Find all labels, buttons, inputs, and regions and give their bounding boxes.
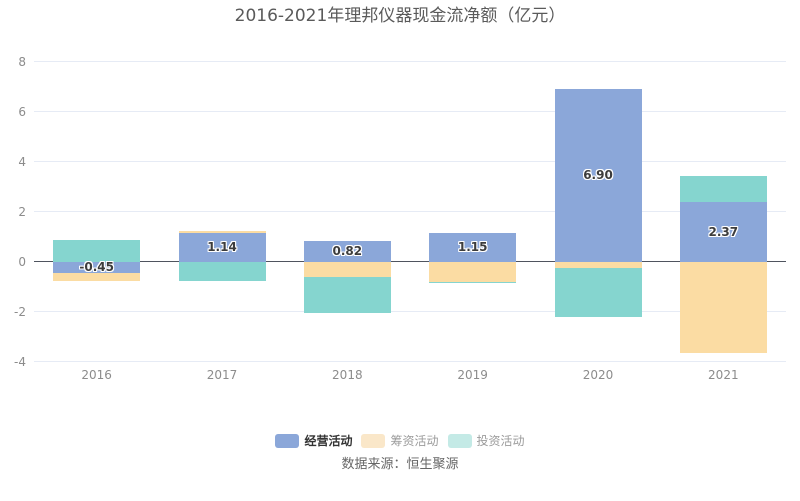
gridline-y-4	[34, 161, 786, 162]
bar-operating-2018[interactable]	[303, 241, 391, 262]
legend-swatch-financing	[361, 434, 386, 448]
gridline-y-8	[34, 61, 786, 62]
x-axis-label-2016: 2016	[81, 368, 112, 382]
bar-financing-2020[interactable]	[554, 261, 642, 268]
gridline-y--4	[34, 361, 786, 362]
bar-investing-2017[interactable]	[178, 261, 266, 281]
y-axis-tick-label-4: 4	[18, 154, 26, 169]
bar-operating-2021[interactable]	[679, 202, 767, 262]
gridline-y-6	[34, 111, 786, 112]
bar-financing-2019[interactable]	[429, 261, 517, 282]
legend-label-investing: 投资活动	[476, 434, 525, 448]
x-axis-label-2019: 2019	[457, 368, 488, 382]
legend-swatch-operating	[275, 434, 300, 448]
y-axis-tick-label--4: -4	[14, 354, 26, 369]
legend-item-operating[interactable]: 经营活动	[275, 434, 352, 448]
data-source-caption: 数据来源：恒生聚源	[341, 457, 459, 472]
legend-label-operating: 经营活动	[304, 434, 353, 448]
bar-investing-2016[interactable]	[53, 239, 141, 262]
legend-item-financing[interactable]: 筹资活动	[361, 434, 439, 448]
bar-investing-2019[interactable]	[429, 281, 517, 283]
gridline-y--2	[34, 311, 786, 312]
bar-operating-2017[interactable]	[178, 233, 266, 262]
x-axis-label-2020: 2020	[582, 368, 614, 382]
gridline-y-2	[34, 211, 786, 212]
y-axis-tick-label-0: 0	[18, 254, 26, 269]
bar-financing-2016[interactable]	[53, 272, 141, 281]
x-axis-label-2021: 2021	[708, 368, 739, 382]
bar-investing-2020[interactable]	[554, 268, 642, 317]
y-axis-tick-label--2: -2	[14, 304, 26, 319]
bar-investing-2021[interactable]	[679, 176, 767, 203]
bar-financing-2018[interactable]	[303, 261, 391, 277]
bar-investing-2018[interactable]	[303, 276, 391, 313]
x-axis-label-2017: 2017	[206, 368, 238, 382]
y-axis-tick-label-6: 6	[18, 104, 26, 119]
zero-axis-line	[34, 261, 786, 262]
legend-label-financing: 筹资活动	[390, 434, 439, 448]
x-axis-label-2018: 2018	[332, 368, 363, 382]
y-axis-tick-label-8: 8	[18, 54, 26, 69]
plot-area: 8 6 4 2 0 -2 -4 2016 -0.45 2017 1.14 2018 0.82 2019 1.…	[14, 54, 786, 382]
legend-swatch-investing	[447, 434, 472, 448]
bar-financing-2017[interactable]	[178, 231, 266, 233]
chart-title: 2016-2021年理邦仪器现金流净额（亿元）	[234, 6, 566, 26]
bar-operating-2020[interactable]	[554, 89, 642, 262]
bar-operating-2019[interactable]	[429, 232, 517, 262]
legend: 经营活动 筹资活动 投资活动	[0, 433, 800, 449]
bar-operating-2016[interactable]	[53, 261, 141, 273]
bar-financing-2021[interactable]	[679, 261, 767, 353]
legend-item-investing[interactable]: 投资活动	[447, 434, 525, 448]
y-axis-tick-label-2: 2	[18, 204, 26, 219]
